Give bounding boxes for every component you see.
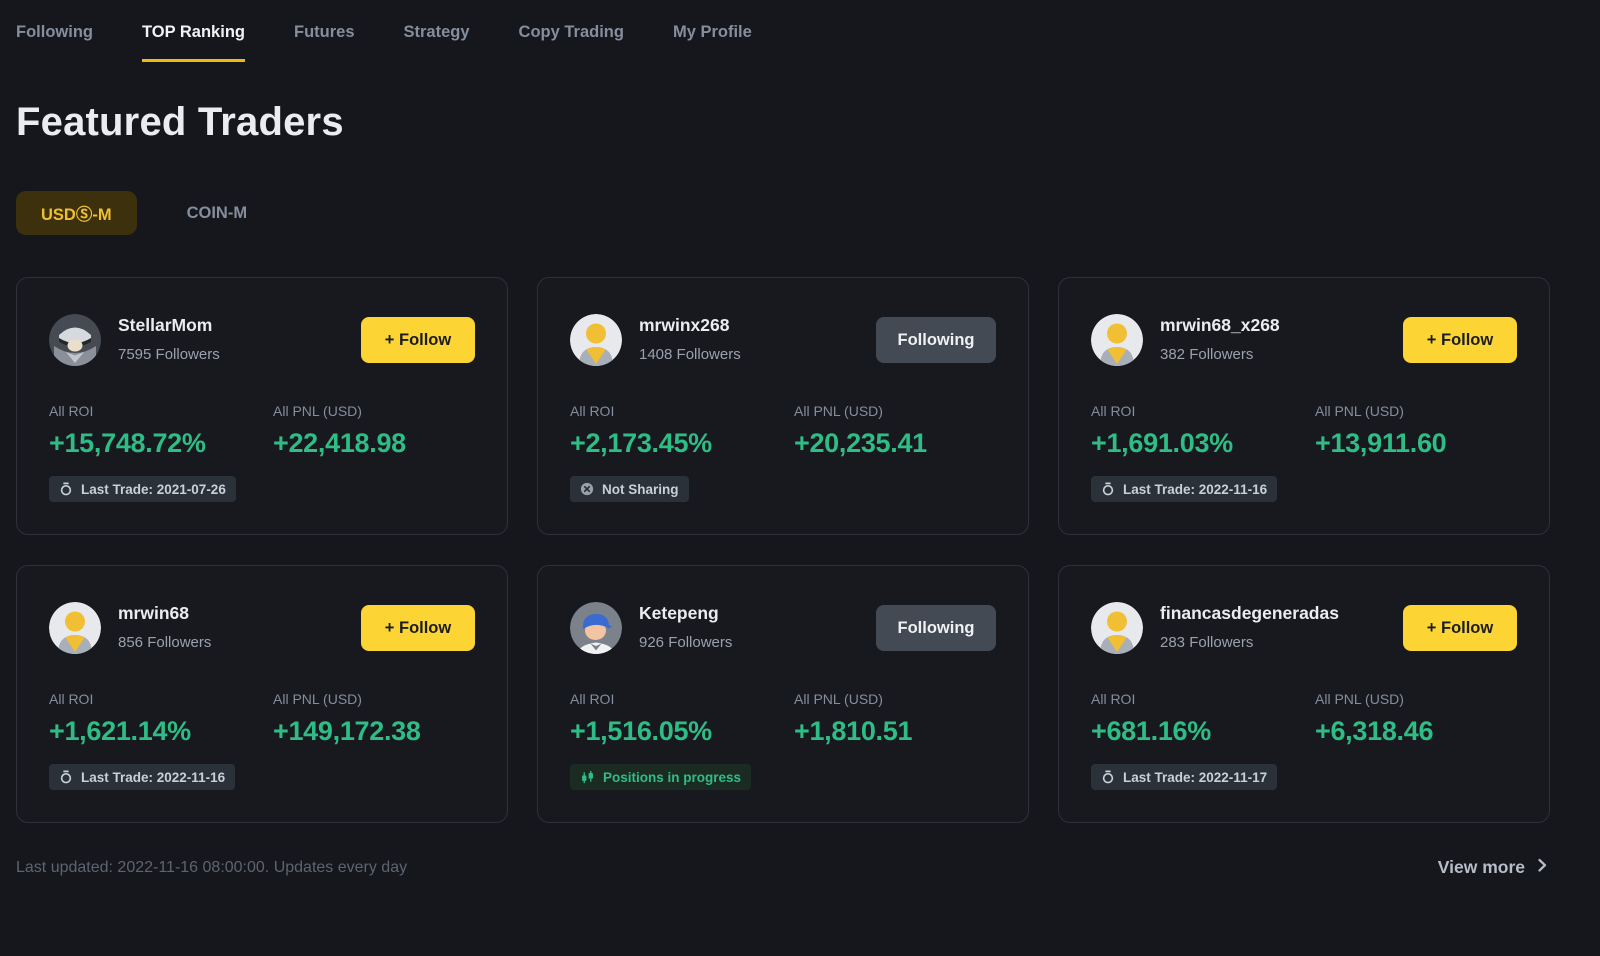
follower-count: 283 Followers [1160, 634, 1254, 651]
follower-count: 382 Followers [1160, 346, 1254, 363]
trader-card[interactable]: Ketepeng 926 Followers Following All ROI… [537, 565, 1029, 823]
roi-label: All ROI [1091, 691, 1136, 707]
follow-button[interactable]: + Follow [361, 605, 475, 651]
pnl-value: +1,810.51 [794, 716, 913, 746]
candlestick-icon [580, 770, 595, 785]
following-button[interactable]: Following [876, 317, 996, 363]
pnl-label: All PNL (USD) [794, 691, 883, 707]
roi-label: All ROI [570, 403, 615, 419]
roi-label: All ROI [49, 403, 94, 419]
roi-value: +15,748.72% [49, 428, 206, 458]
follow-button[interactable]: + Follow [1403, 605, 1517, 651]
stopwatch-icon [1101, 482, 1115, 496]
pnl-label: All PNL (USD) [273, 403, 362, 419]
trader-card[interactable]: StellarMom 7595 Followers + Follow All R… [16, 277, 508, 535]
follow-button[interactable]: + Follow [1403, 317, 1517, 363]
stopwatch-icon [59, 770, 73, 784]
pnl-value: +6,318.46 [1315, 716, 1434, 746]
page-title: Featured Traders [16, 100, 344, 144]
last-trade-badge: Last Trade: 2022-11-17 [1091, 764, 1278, 790]
roi-label: All ROI [49, 691, 94, 707]
trader-name[interactable]: mrwin68_x268 [1160, 315, 1280, 335]
view-more-link[interactable]: View more [1438, 857, 1550, 878]
hat-character-avatar[interactable] [49, 314, 101, 366]
trader-name[interactable]: mrwinx268 [639, 315, 730, 335]
tab-following[interactable]: Following [16, 23, 93, 41]
roi-value: +1,691.03% [1091, 428, 1233, 458]
last-trade-badge: Last Trade: 2021-07-26 [49, 476, 236, 502]
pnl-value: +20,235.41 [794, 428, 927, 458]
chevron-right-icon [1534, 857, 1550, 878]
follower-count: 1408 Followers [639, 346, 741, 363]
tab-my-profile[interactable]: My Profile [672, 23, 752, 41]
default-yellow-avatar[interactable] [49, 602, 101, 654]
tab-strategy[interactable]: Strategy [403, 23, 470, 41]
pnl-label: All PNL (USD) [273, 691, 362, 707]
follower-count: 7595 Followers [118, 346, 220, 363]
following-button[interactable]: Following [876, 605, 996, 651]
market-toggle: USDⓈ-M COIN-M [16, 191, 1600, 235]
follower-count: 926 Followers [639, 634, 733, 651]
badge-text: Last Trade: 2022-11-16 [1123, 481, 1268, 497]
stopwatch-icon [1101, 770, 1115, 784]
trader-card[interactable]: mrwin68 856 Followers + Follow All ROI +… [16, 565, 508, 823]
trader-name[interactable]: financasdegeneradas [1160, 603, 1339, 623]
default-yellow-avatar[interactable] [1091, 602, 1143, 654]
trader-card[interactable]: financasdegeneradas 283 Followers + Foll… [1058, 565, 1550, 823]
trader-card-grid: StellarMom 7595 Followers + Follow All R… [16, 277, 1600, 823]
trader-card[interactable]: mrwin68_x268 382 Followers + Follow All … [1058, 277, 1550, 535]
trader-name[interactable]: Ketepeng [639, 603, 719, 623]
top-nav: Following TOP Ranking Futures Strategy C… [16, 0, 1600, 62]
pnl-label: All PNL (USD) [1315, 691, 1404, 707]
trader-name[interactable]: mrwin68 [118, 603, 189, 623]
follower-count: 856 Followers [118, 634, 212, 651]
roi-value: +681.16% [1091, 716, 1211, 746]
badge-text: Last Trade: 2021-07-26 [81, 481, 226, 497]
x-circle-icon [580, 482, 594, 496]
view-more-label: View more [1437, 857, 1525, 877]
default-yellow-avatar[interactable] [1091, 314, 1143, 366]
blue-cap-avatar[interactable] [570, 602, 622, 654]
pnl-value: +149,172.38 [273, 716, 421, 746]
roi-label: All ROI [1091, 403, 1136, 419]
last-updated-text: Last updated: 2022-11-16 08:00:00. Updat… [16, 858, 408, 876]
roi-value: +2,173.45% [570, 428, 712, 458]
badge-text: Positions in progress [603, 769, 742, 785]
tab-copy-trading[interactable]: Copy Trading [518, 23, 624, 41]
tab-top-ranking[interactable]: TOP Ranking [141, 23, 245, 62]
badge-text: Last Trade: 2022-11-16 [81, 769, 226, 785]
badge-text: Last Trade: 2022-11-17 [1123, 769, 1268, 785]
trader-name[interactable]: StellarMom [118, 315, 213, 335]
trader-card[interactable]: mrwinx268 1408 Followers Following All R… [537, 277, 1029, 535]
positions-in-progress-badge: Positions in progress [570, 764, 752, 790]
pnl-label: All PNL (USD) [1315, 403, 1404, 419]
roi-value: +1,516.05% [570, 716, 712, 746]
stopwatch-icon [59, 482, 73, 496]
usdm-toggle[interactable]: USDⓈ-M [16, 191, 137, 235]
pnl-value: +13,911.60 [1315, 428, 1447, 458]
not-sharing-badge: Not Sharing [570, 476, 689, 502]
copy-trading-page: Following TOP Ranking Futures Strategy C… [16, 0, 1600, 878]
badge-text: Not Sharing [602, 481, 679, 497]
roi-value: +1,621.14% [49, 716, 191, 746]
follow-button[interactable]: + Follow [361, 317, 475, 363]
pnl-label: All PNL (USD) [794, 403, 883, 419]
coinm-toggle[interactable]: COIN-M [186, 203, 248, 222]
roi-label: All ROI [570, 691, 615, 707]
default-yellow-avatar[interactable] [570, 314, 622, 366]
pnl-value: +22,418.98 [273, 428, 406, 458]
last-trade-badge: Last Trade: 2022-11-16 [49, 764, 236, 790]
tab-futures[interactable]: Futures [293, 23, 355, 41]
last-trade-badge: Last Trade: 2022-11-16 [1091, 476, 1278, 502]
footer-bar: Last updated: 2022-11-16 08:00:00. Updat… [16, 857, 1550, 878]
